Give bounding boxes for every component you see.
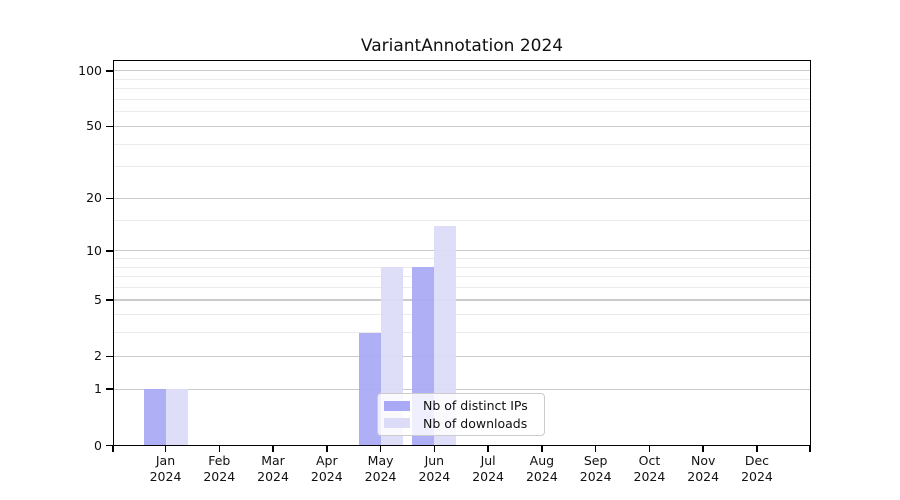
x-axis-tick xyxy=(756,446,758,452)
x-axis-tick xyxy=(648,446,651,452)
y-tick-label: 0 xyxy=(94,437,102,453)
legend-swatch-downloads xyxy=(384,418,410,429)
gridline-minor xyxy=(114,88,810,90)
x-axis-tick xyxy=(702,446,704,452)
y-axis-tick xyxy=(106,250,113,252)
bar-downloads-Jan xyxy=(165,389,188,446)
legend-item-distinct-ips: Nb of distinct IPs xyxy=(384,398,538,413)
y-tick-label: 1 xyxy=(94,381,102,397)
x-axis-tick xyxy=(218,446,221,452)
gridline-minor xyxy=(114,98,810,100)
x-axis-tick xyxy=(487,446,489,452)
y-axis-tick xyxy=(106,444,113,447)
gridline-minor xyxy=(114,332,810,334)
gridline-minor xyxy=(114,143,810,145)
x-axis-end-tick xyxy=(809,446,811,452)
y-axis-tick xyxy=(106,388,113,390)
gridline-minor xyxy=(114,266,810,268)
legend-label-downloads: Nb of downloads xyxy=(423,415,528,431)
y-tick-label: 20 xyxy=(86,190,102,206)
y-tick-label: 10 xyxy=(86,242,102,258)
x-tick-label: Oct 2024 xyxy=(633,453,666,484)
gridline-major xyxy=(114,388,810,390)
gridline-major xyxy=(114,250,810,252)
y-axis-tick xyxy=(106,125,113,128)
legend-label-distinct-ips: Nb of distinct IPs xyxy=(423,398,528,414)
bar-ips-May xyxy=(358,332,381,446)
gridline-major xyxy=(114,355,810,357)
bar-downloads-Jun xyxy=(434,225,457,446)
legend-swatch-distinct-ips xyxy=(384,400,410,411)
x-axis-tick xyxy=(433,446,436,452)
x-tick-label: Aug 2024 xyxy=(525,453,558,484)
gridline-minor xyxy=(114,276,810,278)
x-tick-label: Jan 2024 xyxy=(149,453,182,484)
x-tick-label: Dec 2024 xyxy=(741,453,773,484)
gridline-minor xyxy=(114,166,810,168)
gridline-minor xyxy=(114,258,810,260)
y-axis-tick xyxy=(106,299,113,301)
x-tick-label: Nov 2024 xyxy=(687,453,720,484)
chart-title: VariantAnnotation 2024 xyxy=(360,36,564,56)
x-axis-tick xyxy=(272,446,274,452)
x-axis-tick xyxy=(541,446,543,452)
y-axis-tick xyxy=(106,355,113,358)
legend: Nb of distinct IPs Nb of downloads xyxy=(377,393,545,436)
gridline-minor xyxy=(114,78,810,80)
gridline-minor xyxy=(114,219,810,221)
gridline-minor xyxy=(114,111,810,113)
x-tick-label: Feb 2024 xyxy=(203,453,236,484)
x-tick-label: Apr 2024 xyxy=(310,453,343,484)
gridline-major xyxy=(114,299,810,301)
x-axis-tick xyxy=(326,446,328,452)
x-axis-end-tick xyxy=(112,446,114,452)
y-tick-label: 100 xyxy=(78,62,102,78)
x-tick-label: Jul 2024 xyxy=(472,453,505,484)
y-tick-label: 50 xyxy=(86,118,102,134)
x-axis-tick xyxy=(594,446,597,452)
x-tick-label: Jun 2024 xyxy=(418,453,451,484)
y-tick-label: 5 xyxy=(94,292,102,308)
y-tick-label: 2 xyxy=(94,348,102,364)
gridline-major xyxy=(114,197,810,199)
bar-ips-Jan xyxy=(143,389,166,446)
y-axis-tick xyxy=(106,197,113,200)
x-tick-label: Sep 2024 xyxy=(579,453,612,484)
y-axis-tick xyxy=(106,70,113,72)
gridline-minor xyxy=(114,287,810,289)
x-axis-tick xyxy=(379,446,382,452)
gridline-minor xyxy=(114,314,810,316)
x-tick-label: May 2024 xyxy=(364,453,397,484)
x-axis-tick xyxy=(164,446,167,452)
legend-item-downloads: Nb of downloads xyxy=(384,416,538,431)
x-tick-label: Mar 2024 xyxy=(257,453,289,484)
gridline-major xyxy=(114,70,810,72)
gridline-major xyxy=(114,125,810,127)
